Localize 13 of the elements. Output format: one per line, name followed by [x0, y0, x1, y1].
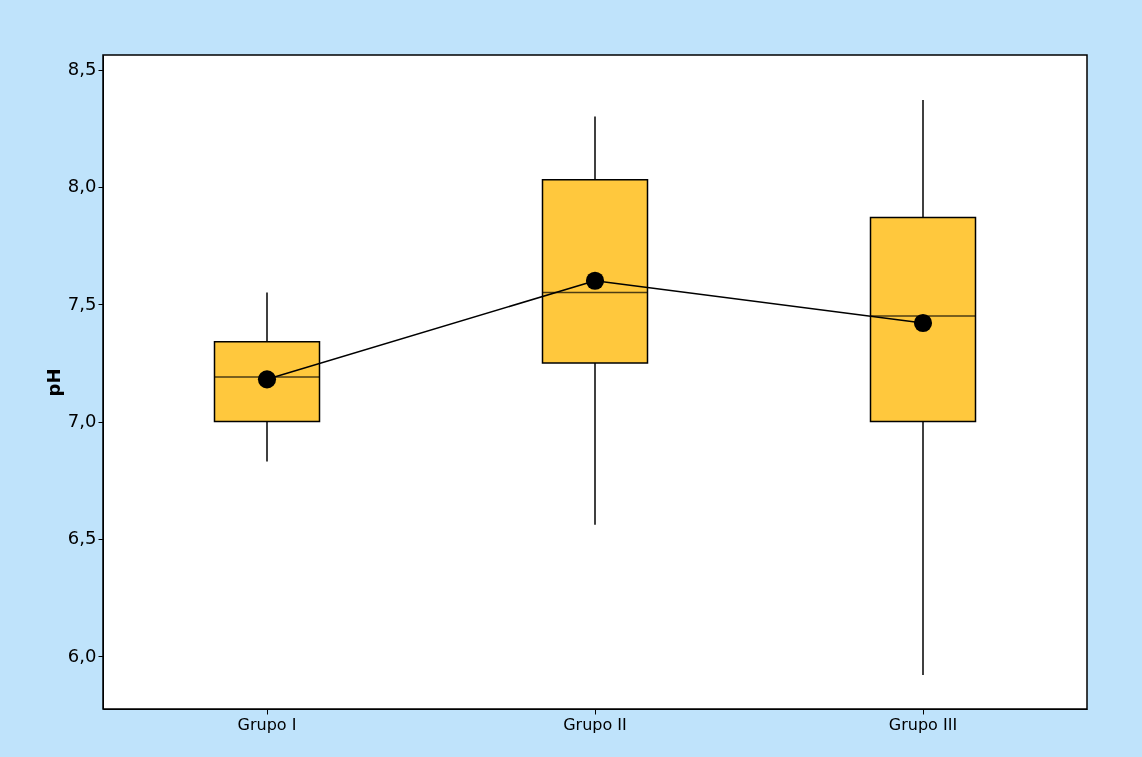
y-tick-label: 6,0: [67, 644, 97, 666]
x-tick-label: Grupo I: [237, 714, 297, 734]
x-tick-label: Grupo II: [563, 714, 627, 734]
y-tick-label: 6,5: [67, 527, 97, 549]
point: [913, 313, 933, 333]
point: [585, 271, 605, 290]
y-tick-label: 7,0: [67, 410, 97, 432]
point: [257, 370, 277, 389]
y-axis-title: pH: [42, 368, 64, 397]
x-tick-label: Grupo III: [888, 714, 958, 734]
y-tick-label: 7,5: [67, 292, 97, 314]
y-tick-label: 8,0: [67, 175, 97, 197]
y-tick-label: 8,5: [67, 58, 97, 80]
